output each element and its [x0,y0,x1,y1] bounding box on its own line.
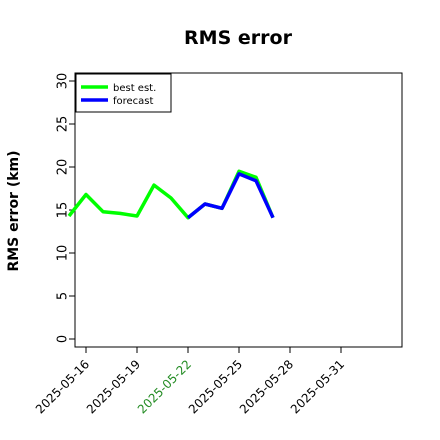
plot-area-frame [74,72,403,348]
x-axis-ticks: 2025-05-162025-05-192025-05-222025-05-25… [33,347,347,416]
x-tick-label: 2025-05-25 [186,357,245,416]
x-tick-label: 2025-05-31 [288,357,347,416]
y-tick-label: 5 [56,292,71,300]
y-tick-label: 25 [56,116,71,133]
series-line-forecast [186,172,275,220]
y-axis-label: RMS error (km) [6,150,22,271]
x-tick-label: 2025-05-22 [135,357,194,416]
series-line-best-est [67,169,275,220]
legend-label-best-est: best est. [113,83,156,94]
y-tick-label: 30 [56,73,71,90]
series-layer [67,169,275,220]
y-tick-label: 10 [56,245,71,262]
legend: best est. forecast [75,73,172,113]
y-axis-ticks: 0 5 10 15 20 25 30 [56,73,75,343]
y-tick-label: 15 [56,202,71,219]
legend-label-forecast: forecast [113,96,154,107]
y-tick-label: 0 [56,335,71,343]
chart-title: RMS error [184,27,293,49]
legend-box [75,73,172,113]
x-tick-label: 2025-05-28 [237,357,296,416]
x-tick-label: 2025-05-16 [33,357,92,416]
x-tick-label: 2025-05-19 [84,357,143,416]
y-tick-label: 20 [56,159,71,176]
